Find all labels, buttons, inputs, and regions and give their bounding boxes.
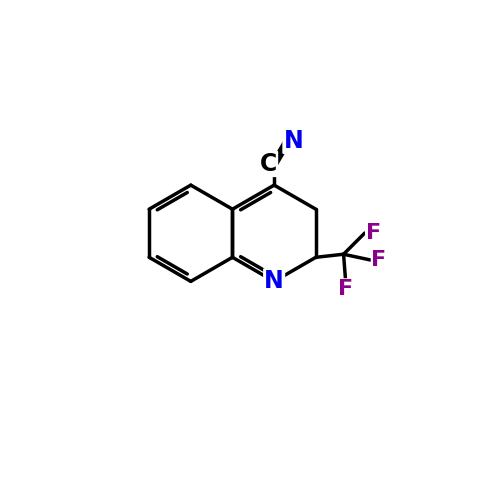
Text: F: F — [338, 279, 353, 299]
Text: F: F — [372, 250, 386, 270]
Text: N: N — [284, 129, 304, 153]
Text: C: C — [260, 152, 277, 176]
Text: N: N — [264, 270, 284, 293]
Text: N: N — [264, 270, 284, 293]
Text: F: F — [366, 223, 381, 243]
